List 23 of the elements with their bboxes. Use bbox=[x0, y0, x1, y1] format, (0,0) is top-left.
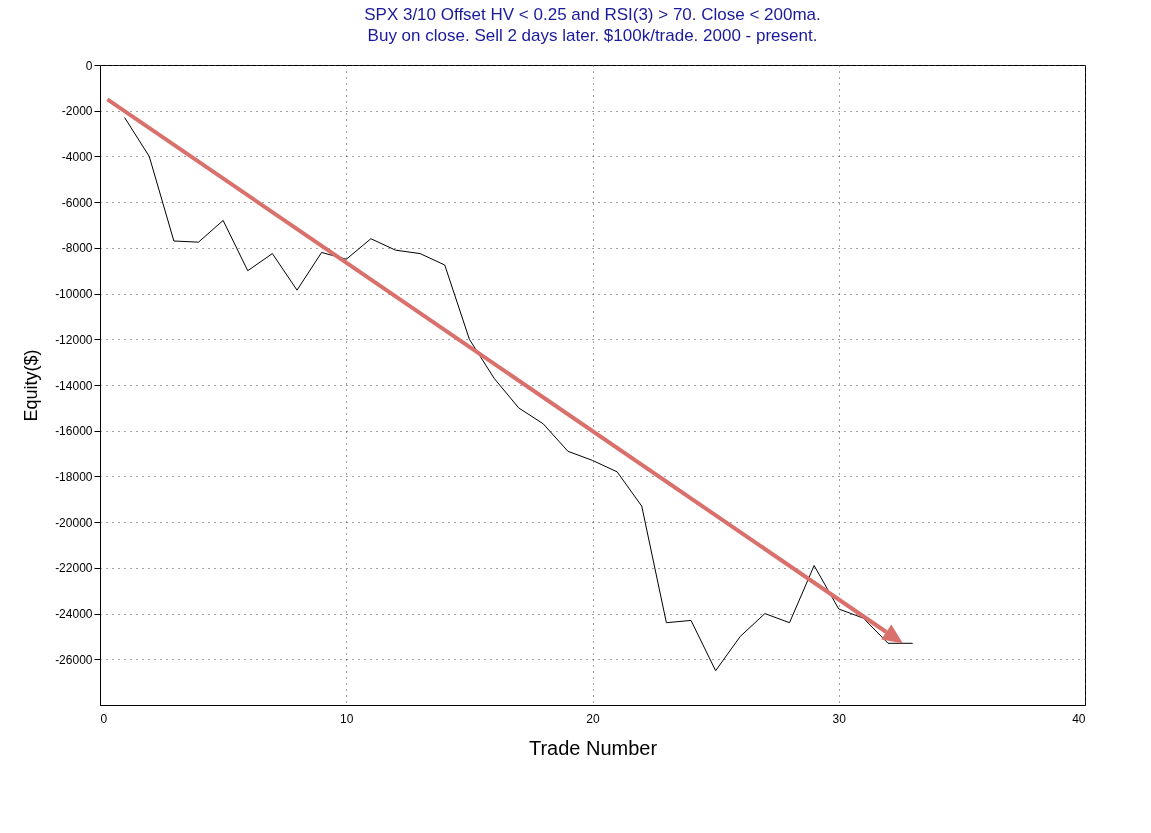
y-tick-label: -12000 bbox=[55, 332, 93, 347]
y-tick-label: -10000 bbox=[55, 287, 93, 302]
y-axis-title: Equity($) bbox=[21, 349, 42, 422]
y-tick-label: 0 bbox=[85, 58, 93, 73]
y-tick-label: -18000 bbox=[55, 469, 93, 484]
y-tick-label: -26000 bbox=[55, 652, 93, 667]
y-tick-label: -16000 bbox=[55, 424, 93, 439]
x-tick-label: 40 bbox=[1072, 711, 1086, 726]
x-tick-label: 0 bbox=[100, 711, 108, 726]
y-tick-label: -22000 bbox=[55, 561, 93, 576]
y-tick-label: -4000 bbox=[61, 149, 93, 164]
x-tick-label: 20 bbox=[586, 711, 600, 726]
x-tick-label: 30 bbox=[832, 711, 847, 726]
y-tick-label: -14000 bbox=[55, 378, 93, 393]
chart-subtitle: Buy on close. Sell 2 days later. $100k/trade. 2000 - present. bbox=[367, 26, 818, 45]
y-tick-label: -20000 bbox=[55, 515, 93, 530]
y-tick-label: -8000 bbox=[61, 241, 93, 256]
x-axis-title: Trade Number bbox=[528, 736, 658, 759]
chart-title: SPX 3/10 Offset HV < 0.25 and RSI(3) > 70. Close < 200ma. bbox=[364, 5, 821, 24]
x-tick-label: 10 bbox=[340, 711, 354, 726]
y-tick-label: -2000 bbox=[61, 104, 93, 119]
y-tick-label: -24000 bbox=[55, 607, 93, 622]
y-tick-label: -6000 bbox=[61, 195, 93, 210]
